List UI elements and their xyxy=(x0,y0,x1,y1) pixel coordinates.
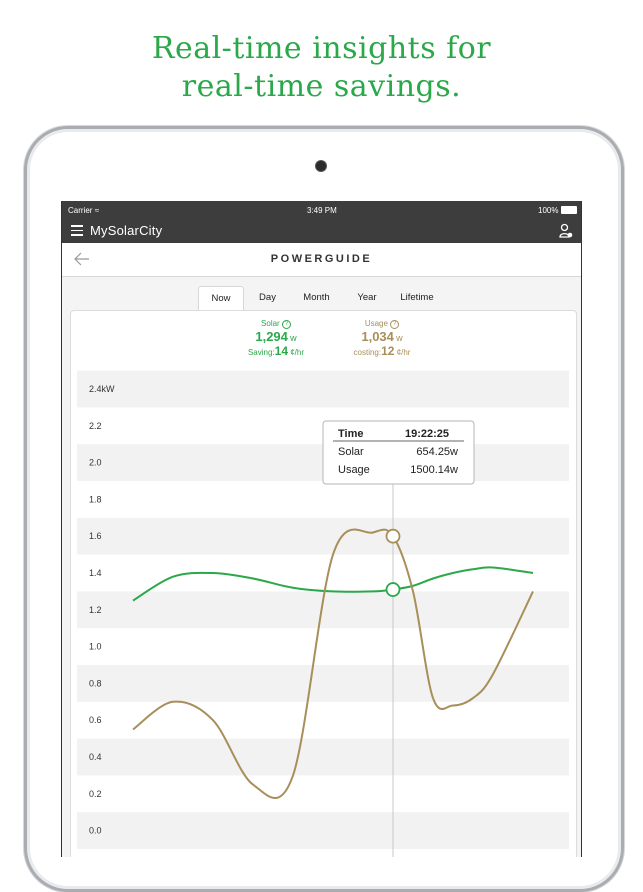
app-logo: MySolarCity xyxy=(90,223,163,238)
y-tick-label: 1.2 xyxy=(89,605,102,615)
y-tick-label: 2.0 xyxy=(89,458,102,468)
y-tick-label: 0.4 xyxy=(89,752,102,762)
status-time: 3:49 PM xyxy=(307,206,337,215)
app-screen: Carrier ≈ 3:49 PM 100% MySolarCity POWER… xyxy=(61,201,582,857)
content-area: Now Day Month Year Lifetime Solar ? 1,29… xyxy=(62,277,581,857)
y-tick-label: 2.2 xyxy=(89,421,102,431)
y-tick-label: 0.0 xyxy=(89,826,102,836)
grid-band xyxy=(77,812,569,849)
usage-value: 1,034 xyxy=(361,329,394,344)
app-bar: MySolarCity xyxy=(62,219,581,243)
promo-headline: Real-time insights for real-time savings… xyxy=(0,30,643,106)
usage-label: Usage xyxy=(364,319,388,328)
tab-now[interactable]: Now xyxy=(198,286,244,311)
title-bar: POWERGUIDE xyxy=(62,243,581,277)
tab-month[interactable]: Month xyxy=(303,292,330,303)
saving-value: 14 xyxy=(274,344,288,358)
saving-label: Saving: xyxy=(247,348,275,357)
tooltip-solar-label: Solar xyxy=(338,446,364,458)
page-title: POWERGUIDE xyxy=(270,253,373,265)
menu-icon[interactable] xyxy=(71,225,83,236)
tooltip-solar-value: 654.25w xyxy=(416,446,458,458)
y-tick-label: 1.4 xyxy=(89,568,102,578)
tooltip-time-value: 19:22:25 xyxy=(405,428,449,440)
camera-icon xyxy=(316,161,326,171)
grid-band xyxy=(77,738,569,776)
solar-label: Solar xyxy=(261,319,280,328)
y-tick-label: 0.6 xyxy=(89,715,102,725)
info-icon[interactable]: ? xyxy=(281,320,291,329)
promo-line-2: real-time savings. xyxy=(181,69,462,104)
status-bar: Carrier ≈ 3:49 PM 100% xyxy=(62,201,581,219)
tooltip-time-label: Time xyxy=(338,428,363,440)
saving-unit: ¢/hr xyxy=(290,348,305,357)
y-tick-label: 0.2 xyxy=(89,789,102,799)
cursor-point-usage xyxy=(385,528,401,544)
battery-label: 100% xyxy=(538,206,559,215)
solar-unit: w xyxy=(290,333,297,343)
usage-unit: w xyxy=(396,333,403,343)
series-line-usage xyxy=(132,528,534,800)
y-tick-label: 2.4kW xyxy=(89,384,115,394)
series-line-solar xyxy=(132,566,534,602)
y-tick-label: 1.6 xyxy=(89,531,102,541)
y-tick-label: 1.0 xyxy=(89,642,102,652)
tab-year[interactable]: Year xyxy=(357,292,377,303)
period-tabs: Now Day Month Year Lifetime xyxy=(198,286,442,311)
costing-unit: ¢/hr xyxy=(396,348,411,357)
tab-lifetime[interactable]: Lifetime xyxy=(400,292,434,303)
cursor-point-solar xyxy=(385,582,401,597)
tab-day[interactable]: Day xyxy=(259,292,276,303)
info-icon[interactable]: ? xyxy=(390,320,400,329)
usage-summary: Usage ? 1,034 w costing:12 ¢/hr xyxy=(342,319,422,358)
powerguide-card: Solar ? 1,294 w Saving:14 ¢/hr Usage ? 1… xyxy=(70,310,577,857)
grid-band xyxy=(77,517,569,555)
wifi-icon: ≈ xyxy=(94,206,100,215)
grid-band xyxy=(77,370,569,408)
tooltip-usage-label: Usage xyxy=(338,464,370,476)
chart-tooltip: Time 19:22:25 Solar 654.25w Usage 1500.1… xyxy=(322,420,475,485)
back-arrow-icon[interactable] xyxy=(72,249,92,269)
tooltip-box xyxy=(322,420,475,485)
power-chart[interactable]: 2.4kW 2.2 2.0 1.8 1.6 1.4 1.2 1.0 0.8 0.6 0.4 0.2 0.… xyxy=(71,361,576,857)
promo-line-1: Real-time insights for xyxy=(151,31,492,66)
solar-value: 1,294 xyxy=(255,329,288,344)
costing-value: 12 xyxy=(381,344,395,358)
y-tick-label: 0.8 xyxy=(89,678,102,688)
battery-icon xyxy=(561,206,577,214)
costing-label: costing: xyxy=(353,348,382,357)
user-settings-icon[interactable] xyxy=(559,223,573,239)
carrier-label: Carrier ≈ xyxy=(68,206,100,215)
solar-summary: Solar ? 1,294 w Saving:14 ¢/hr xyxy=(236,319,316,358)
y-tick-label: 1.8 xyxy=(89,494,102,504)
tooltip-usage-value: 1500.14w xyxy=(410,464,458,476)
